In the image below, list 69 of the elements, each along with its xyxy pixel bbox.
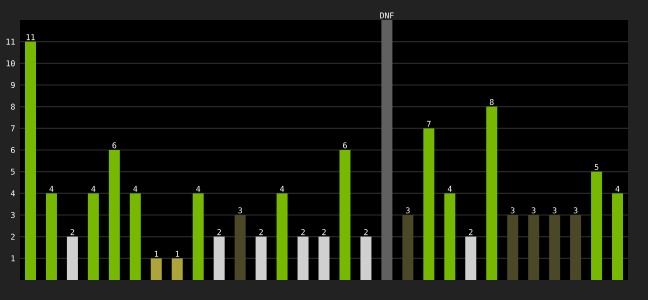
bar — [402, 215, 414, 280]
data-label: 6 — [112, 142, 116, 148]
y-tick-label: 11 — [6, 38, 15, 45]
bar — [486, 106, 498, 280]
y-tick-label: 6 — [11, 146, 15, 154]
data-label: 4 — [280, 186, 284, 192]
data-label: 4 — [91, 186, 96, 192]
data-label: 4 — [616, 186, 620, 192]
data-label: 1 — [154, 250, 158, 257]
data-label: 7 — [426, 120, 431, 127]
data-label: 2 — [259, 229, 263, 236]
data-label: 5 — [594, 164, 598, 170]
data-label: 2 — [322, 229, 326, 236]
bar — [46, 193, 57, 280]
bar — [591, 172, 602, 280]
y-tick-label: 4 — [10, 190, 15, 196]
data-label: 4 — [448, 186, 452, 192]
bar — [192, 193, 204, 280]
bar — [214, 236, 225, 280]
data-label: 4 — [196, 186, 200, 192]
data-label: 2 — [217, 229, 221, 236]
bar — [108, 150, 120, 280]
y-tick-label: 7 — [11, 125, 15, 132]
data-label: 3 — [574, 207, 578, 214]
data-label: 2 — [364, 229, 368, 236]
bar — [88, 193, 99, 280]
bar — [24, 42, 36, 280]
data-label: 3 — [238, 207, 242, 214]
data-label: 2 — [70, 229, 74, 236]
bar — [318, 236, 330, 280]
data-label: 3 — [406, 207, 410, 214]
data-label: 4 — [133, 186, 138, 192]
bar — [444, 193, 456, 280]
bar — [360, 236, 372, 280]
bar — [549, 215, 560, 280]
y-tick-label: 2 — [11, 234, 15, 240]
y-tick-label: 5 — [11, 168, 15, 175]
bar — [276, 193, 288, 280]
bar — [172, 258, 183, 280]
bar — [507, 215, 518, 280]
bar — [130, 193, 141, 280]
bar — [465, 236, 476, 280]
bar — [66, 236, 78, 280]
y-tick-label: 3 — [11, 212, 15, 218]
data-label: 4 — [49, 186, 54, 192]
bar — [570, 215, 582, 280]
data-label: 3 — [510, 207, 515, 214]
bar — [528, 215, 540, 280]
data-label: 2 — [301, 229, 305, 236]
data-label: 6 — [343, 142, 347, 148]
y-tick-label: 10 — [6, 60, 15, 66]
data-label: 8 — [490, 99, 494, 106]
data-label: 3 — [552, 207, 556, 214]
y-tick-label: 1 — [11, 255, 15, 262]
data-label: 3 — [532, 207, 536, 214]
data-label: 11 — [26, 34, 35, 40]
bar — [612, 193, 624, 280]
y-tick-label: 9 — [10, 82, 15, 88]
y-tick-label: 8 — [10, 104, 15, 110]
bar — [423, 128, 434, 280]
bar — [381, 20, 392, 280]
bar — [256, 236, 267, 280]
bar — [339, 150, 350, 280]
bar — [234, 215, 246, 280]
bar — [150, 258, 162, 280]
data-label: 2 — [468, 229, 472, 236]
bar — [298, 236, 309, 280]
data-label: DNF — [380, 12, 394, 18]
data-label: 1 — [176, 250, 180, 257]
